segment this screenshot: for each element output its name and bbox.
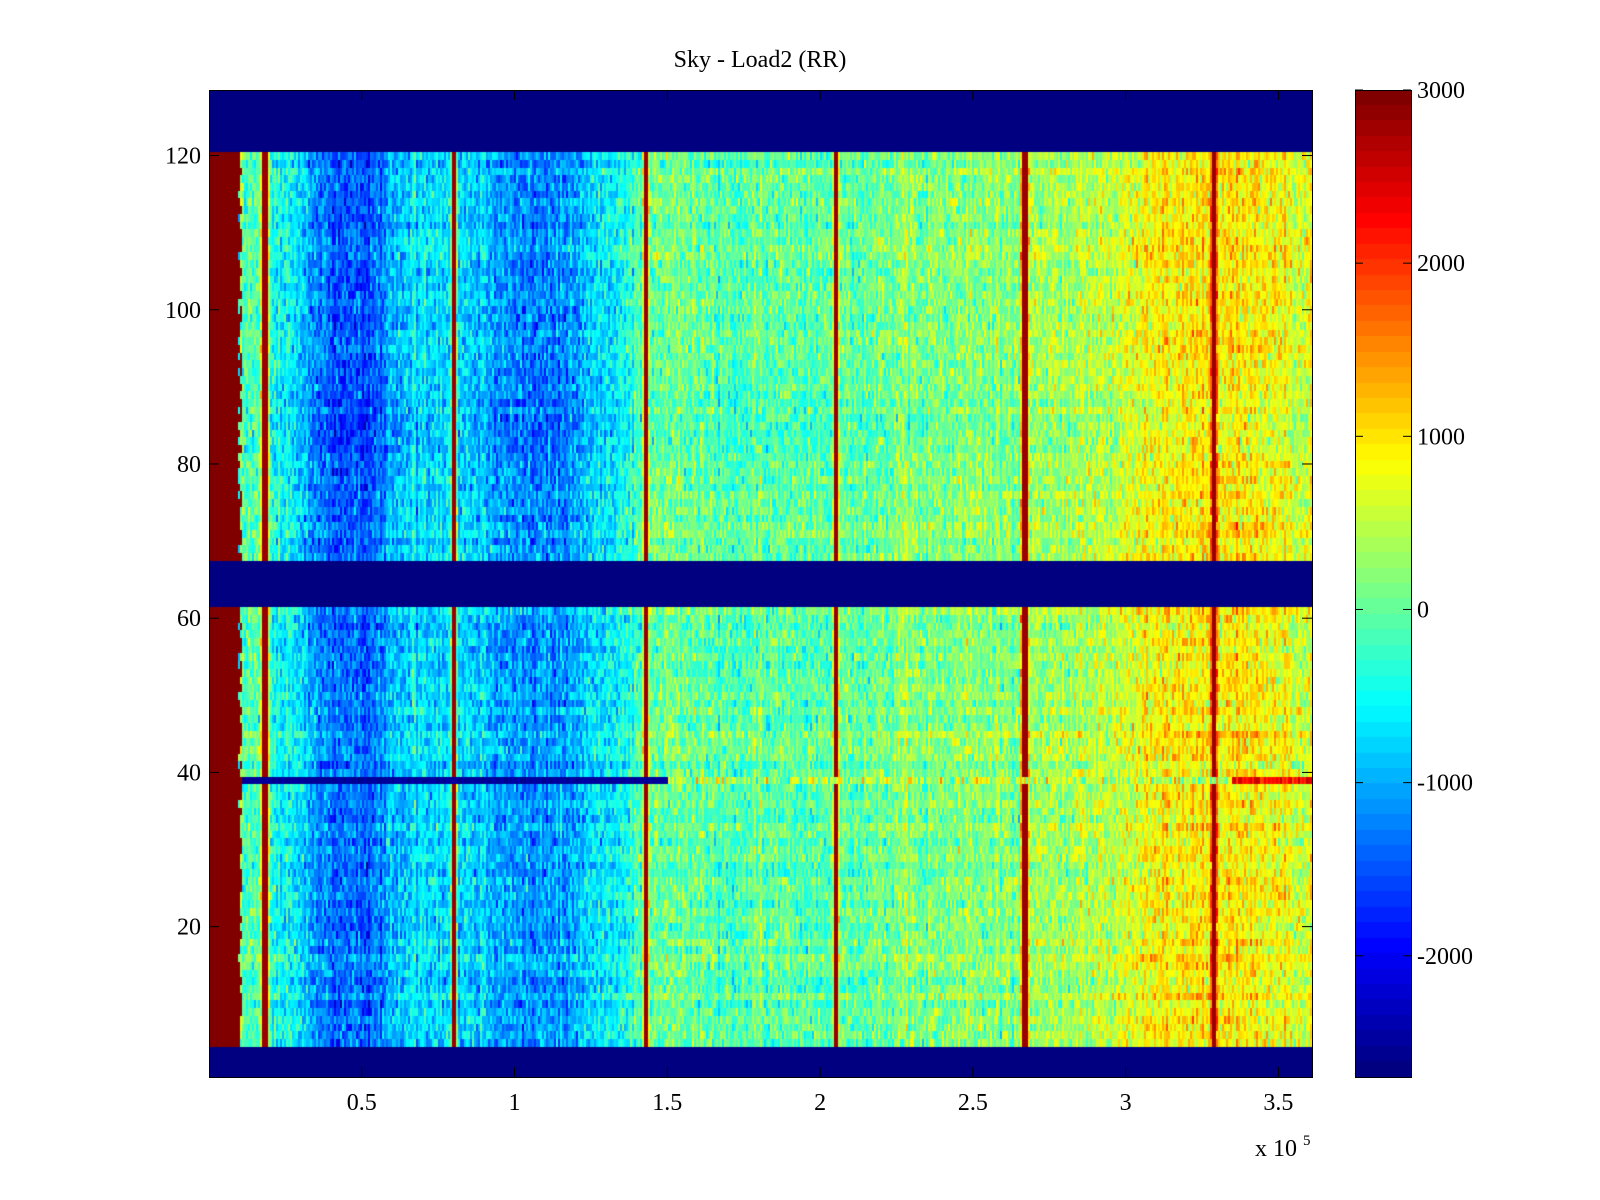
x-axis: 0.5 1 1.5 2 2.5 3 3.5 — [347, 90, 1293, 1116]
colorbar-frame — [1355, 90, 1412, 1078]
y-tick-label: 40 — [177, 760, 201, 786]
heatmap-image — [209, 90, 1312, 1077]
y-axis: 20 40 60 80 100 120 — [165, 144, 1312, 941]
plot-frame — [209, 90, 1313, 1078]
colorbar-axis: 3000 2000 1000 0 -1000 -2000 — [1355, 78, 1473, 970]
colorbar-tick-label: 2000 — [1417, 251, 1465, 277]
colorbar-tick-label: 1000 — [1417, 424, 1465, 450]
x-multiplier: x 10 5 — [1255, 1133, 1311, 1162]
chart-title: Sky - Load2 (RR) — [674, 47, 847, 73]
x-multiplier-base: x 10 — [1255, 1136, 1297, 1162]
colorbar-tick-label: 3000 — [1417, 78, 1465, 104]
colorbar-image — [1355, 90, 1411, 1077]
y-tick-label: 100 — [165, 298, 201, 324]
colorbar-tick-label: -2000 — [1417, 944, 1473, 970]
x-tick-label: 3.5 — [1263, 1090, 1293, 1116]
colorbar-tick-label: 0 — [1417, 597, 1429, 623]
x-tick-label: 1.5 — [652, 1090, 682, 1116]
x-tick-label: 1 — [509, 1090, 521, 1116]
y-tick-label: 60 — [177, 606, 201, 632]
x-tick-label: 2 — [814, 1090, 826, 1116]
x-tick-label: 2.5 — [958, 1090, 988, 1116]
y-tick-label: 80 — [177, 452, 201, 478]
y-tick-label: 20 — [177, 915, 201, 941]
colorbar-tick-label: -1000 — [1417, 771, 1473, 797]
x-tick-label: 3 — [1120, 1090, 1132, 1116]
x-tick-label: 0.5 — [347, 1090, 377, 1116]
x-multiplier-exponent: 5 — [1303, 1133, 1311, 1149]
y-tick-label: 120 — [165, 144, 201, 170]
